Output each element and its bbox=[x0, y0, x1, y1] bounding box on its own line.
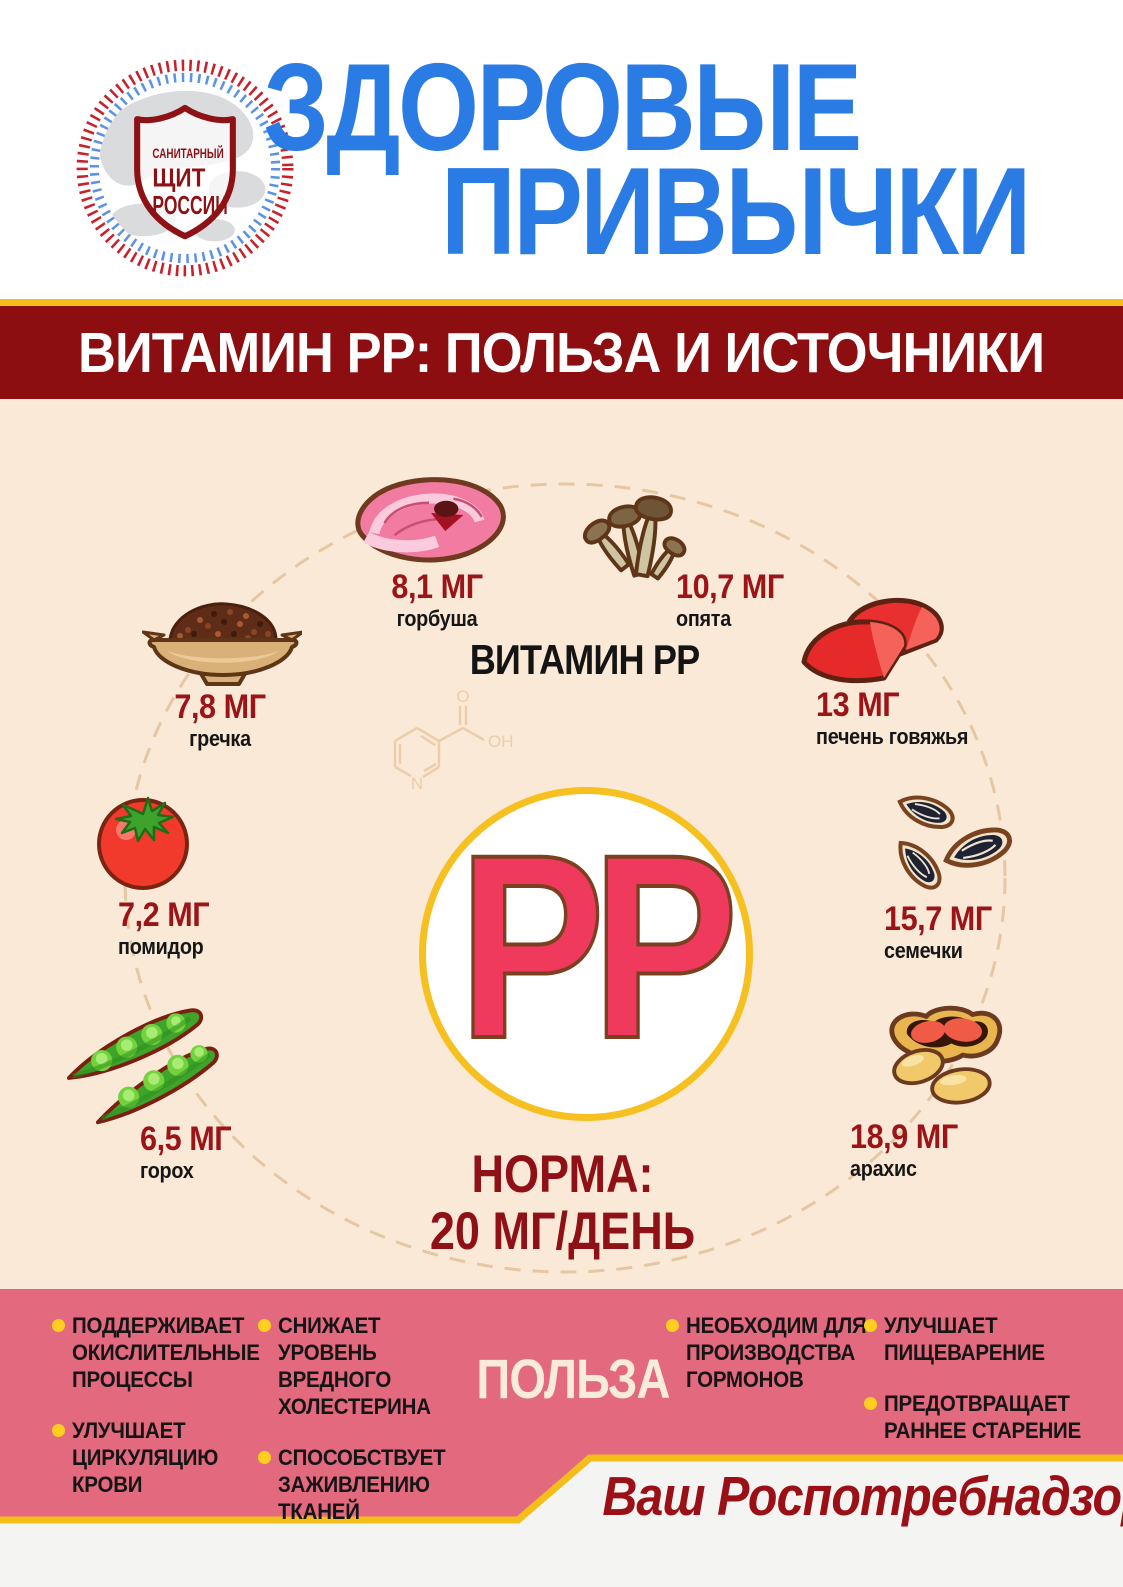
beef-liver-icon bbox=[801, 597, 944, 684]
norm-line2: 20 МГ/ДЕНЬ bbox=[429, 1202, 696, 1261]
pp-badge-letters: PP bbox=[457, 800, 740, 1093]
mushrooms-icon bbox=[582, 495, 687, 581]
source-name: печень говяжья bbox=[816, 724, 969, 749]
section-banner: ВИТАМИН PP: ПОЛЬЗА И ИСТОЧНИКИ bbox=[0, 306, 1123, 399]
source-name: опята bbox=[676, 606, 731, 631]
source-name: семечки bbox=[884, 938, 963, 963]
footer-signature: Ваш Роспотребнадзор bbox=[602, 1465, 1123, 1527]
vitamin-heading: ВИТАМИН PP bbox=[470, 636, 701, 683]
source-value: 10,7 МГ bbox=[676, 568, 784, 606]
poster-title-line2: ПРИВЫЧКИ bbox=[441, 143, 1031, 281]
source-value: 7,2 МГ bbox=[118, 896, 210, 934]
benefits-heading: ПОЛЬЗА bbox=[476, 1347, 670, 1410]
bullet-dot-icon bbox=[52, 1319, 65, 1332]
sunflower-seeds-icon bbox=[897, 795, 1012, 890]
svg-text:ЩИТ: ЩИТ bbox=[152, 164, 205, 192]
gold-divider bbox=[0, 299, 1123, 306]
dashed-circle-connector bbox=[123, 482, 1007, 1274]
sanitary-shield-logo-icon: САНИТАРНЫЙ ЩИТ РОССИИ bbox=[76, 59, 294, 277]
source-value: 6,5 МГ bbox=[140, 1120, 232, 1158]
niacin-molecule-icon: O OH N bbox=[393, 688, 514, 793]
peas-icon bbox=[66, 1008, 219, 1125]
svg-text:САНИТАРНЫЙ: САНИТАРНЫЙ bbox=[152, 144, 223, 162]
norm-line1: НОРМА: bbox=[471, 1145, 654, 1204]
source-name: гречка bbox=[189, 726, 251, 751]
tomato-icon bbox=[97, 796, 189, 890]
source-value: 8,1 МГ bbox=[391, 568, 483, 606]
source-value: 15,7 МГ bbox=[884, 900, 992, 938]
bullet-dot-icon bbox=[258, 1451, 271, 1464]
bullet-dot-icon bbox=[864, 1397, 877, 1410]
header: САНИТАРНЫЙ ЩИТ РОССИИ ЗДОРОВЫЕ ПРИВЫЧКИ bbox=[0, 0, 1123, 299]
daily-norm: НОРМА: 20 МГ/ДЕНЬ bbox=[390, 1146, 735, 1260]
source-name: арахис bbox=[850, 1156, 917, 1181]
benefits-band bbox=[0, 1289, 1123, 1587]
source-name: горох bbox=[140, 1158, 194, 1183]
benefit-item: ПРЕДОТВРАЩАЕТ РАННЕЕ СТАРЕНИЕ bbox=[864, 1390, 1099, 1444]
svg-text:O: O bbox=[456, 688, 469, 706]
bullet-dot-icon bbox=[666, 1319, 679, 1332]
benefit-item: ПОДДЕРЖИВАЕТ ОКИСЛИТЕЛЬНЫЕ ПРОЦЕССЫ bbox=[52, 1312, 267, 1393]
banner-title: ВИТАМИН PP: ПОЛЬЗА И ИСТОЧНИКИ bbox=[78, 320, 1045, 385]
benefit-item: УЛУЧШАЕТ ПИЩЕВАРЕНИЕ bbox=[864, 1312, 1099, 1366]
source-value: 13 МГ bbox=[816, 686, 900, 724]
benefits-band-shape bbox=[0, 1289, 1123, 1524]
benefit-item: СНИЖАЕТ УРОВЕНЬ ВРЕДНОГО ХОЛЕСТЕРИНА bbox=[258, 1312, 473, 1420]
svg-text:РОССИИ: РОССИИ bbox=[152, 192, 227, 220]
benefits-column-3: НЕОБХОДИМ ДЛЯ ПРОИЗВОДСТВА ГОРМОНОВ bbox=[666, 1312, 881, 1417]
benefit-item: УЛУЧШАЕТ ЦИРКУЛЯЦИЮ КРОВИ bbox=[52, 1417, 267, 1498]
svg-text:OH: OH bbox=[488, 732, 514, 751]
source-name: горбуша bbox=[396, 606, 478, 631]
source-value: 7,8 МГ bbox=[174, 688, 266, 726]
bullet-dot-icon bbox=[864, 1319, 877, 1332]
source-value: 18,9 МГ bbox=[850, 1118, 958, 1156]
buckwheat-bowl-icon bbox=[142, 602, 302, 686]
bullet-dot-icon bbox=[258, 1319, 271, 1332]
bullet-dot-icon bbox=[52, 1424, 65, 1437]
benefit-item: СПОСОБСТВУЕТ ЗАЖИВЛЕНИЮ ТКАНЕЙ bbox=[258, 1444, 473, 1525]
salmon-icon bbox=[355, 477, 506, 563]
benefits-column-2: СНИЖАЕТ УРОВЕНЬ ВРЕДНОГО ХОЛЕСТЕРИНА СПО… bbox=[258, 1312, 473, 1549]
source-name: помидор bbox=[118, 934, 204, 959]
benefits-column-1: ПОДДЕРЖИВАЕТ ОКИСЛИТЕЛЬНЫЕ ПРОЦЕССЫ УЛУЧ… bbox=[52, 1312, 267, 1522]
benefit-item: НЕОБХОДИМ ДЛЯ ПРОИЗВОДСТВА ГОРМОНОВ bbox=[666, 1312, 881, 1393]
peanut-icon bbox=[889, 1005, 1003, 1105]
poster-title-line1: ЗДОРОВЫЕ bbox=[263, 39, 863, 177]
pp-badge: PP bbox=[419, 787, 753, 1121]
svg-text:N: N bbox=[411, 774, 423, 793]
benefits-column-4: УЛУЧШАЕТ ПИЩЕВАРЕНИЕ ПРЕДОТВРАЩАЕТ РАННЕ… bbox=[864, 1312, 1099, 1468]
